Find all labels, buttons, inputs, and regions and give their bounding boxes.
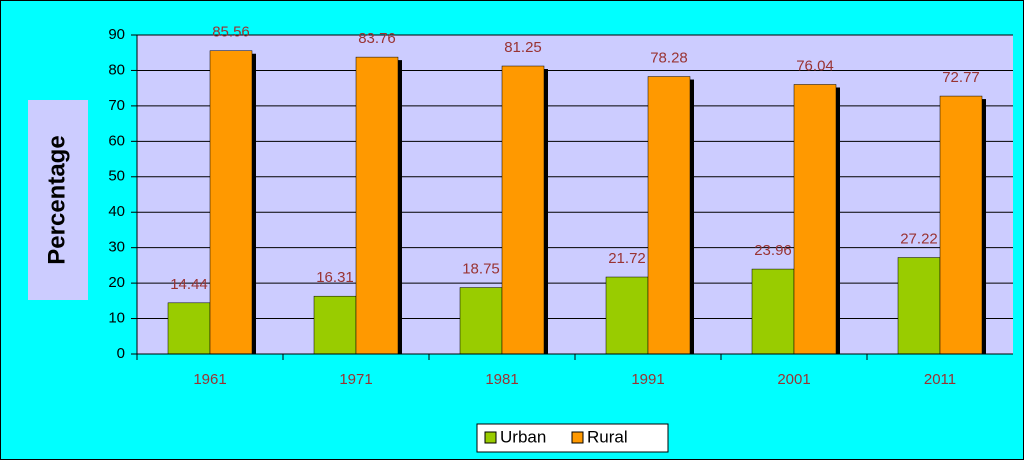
- value-label: 27.22: [900, 230, 938, 247]
- x-tick-label: 1971: [339, 371, 372, 388]
- y-tick-label: 30: [108, 239, 125, 256]
- legend-label: Urban: [500, 427, 546, 446]
- y-tick-label: 40: [108, 203, 125, 220]
- y-tick-label: 10: [108, 310, 125, 327]
- value-label: 85.56: [212, 24, 250, 41]
- y-tick-label: 90: [108, 26, 125, 43]
- y-tick-label: 20: [108, 274, 125, 291]
- legend-swatch: [571, 431, 584, 444]
- value-label: 21.72: [608, 250, 646, 267]
- value-label: 72.77: [942, 69, 980, 86]
- y-label-box: [28, 100, 88, 300]
- value-label: 14.44: [170, 276, 208, 293]
- bar: [751, 268, 795, 355]
- value-label: 76.04: [796, 57, 834, 74]
- y-tick-label: 50: [108, 168, 125, 185]
- bar: [501, 65, 545, 355]
- plot-area: [137, 35, 1013, 354]
- x-tick-label: 1981: [485, 371, 518, 388]
- value-label: 81.25: [504, 39, 542, 56]
- y-tick-label: 80: [108, 61, 125, 78]
- value-label: 83.76: [358, 30, 396, 47]
- value-label: 18.75: [462, 261, 500, 278]
- bar: [897, 257, 941, 355]
- x-tick-label: 2001: [777, 371, 810, 388]
- value-label: 78.28: [650, 50, 688, 67]
- y-axis-label: Percentage: [43, 135, 70, 264]
- bar: [459, 287, 503, 355]
- bar: [939, 95, 983, 355]
- value-label: 23.96: [754, 242, 792, 259]
- x-tick-label: 2011: [924, 371, 956, 388]
- legend-label: Rural: [587, 427, 628, 446]
- bar: [355, 56, 399, 355]
- y-tick-label: 60: [108, 132, 125, 149]
- bar: [647, 76, 691, 355]
- x-tick-label: 1961: [193, 371, 226, 388]
- bar: [605, 276, 649, 355]
- value-label: 16.31: [316, 269, 354, 286]
- legend-swatch: [484, 431, 497, 444]
- bar: [209, 50, 253, 355]
- bar: [167, 302, 211, 355]
- y-tick-label: 70: [108, 97, 125, 114]
- y-tick-label: 0: [117, 345, 125, 362]
- bar: [313, 295, 357, 355]
- bar: [793, 84, 837, 355]
- x-tick-label: 1991: [631, 371, 664, 388]
